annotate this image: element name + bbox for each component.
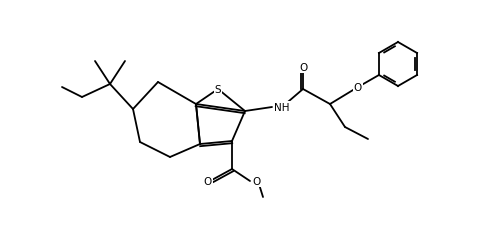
Text: O: O — [354, 83, 362, 93]
Text: NH: NH — [274, 103, 290, 113]
Text: S: S — [214, 85, 221, 95]
Text: O: O — [299, 63, 307, 73]
Text: O: O — [204, 176, 212, 186]
Text: O: O — [252, 176, 260, 186]
